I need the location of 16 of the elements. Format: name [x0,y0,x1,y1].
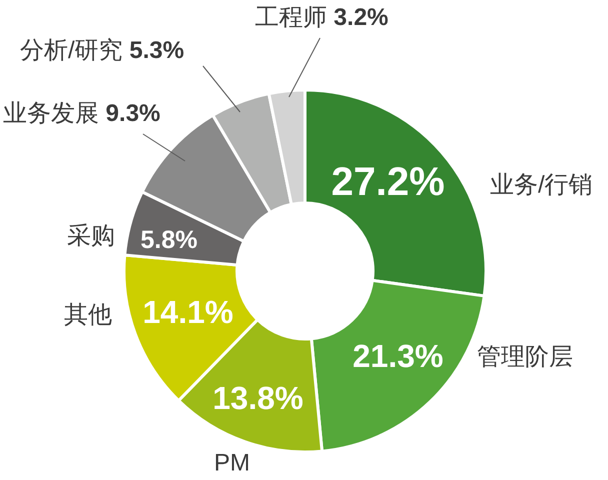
data-label: 13.8% [212,380,304,416]
slice-label: 其他 [64,302,112,328]
slice-label: 分析/研究 [20,36,130,64]
slice-label: 管理阶层 [477,344,573,370]
data-label: 21.3% [352,338,444,374]
slice-label: 采购 [67,222,115,250]
data-label: 5.3% [129,36,184,64]
data-label: 27.2% [331,160,445,204]
data-label: 14.1% [142,294,234,330]
data-label: 9.3% [106,100,160,126]
data-label: 3.2% [334,4,388,30]
slice-label: 工程师 [255,4,334,30]
data-label: 5.8% [140,226,198,254]
slice-label: PM [214,450,250,476]
slice-label: 业务发展 [3,100,106,126]
slice-label: 业务/行销 [490,172,593,198]
